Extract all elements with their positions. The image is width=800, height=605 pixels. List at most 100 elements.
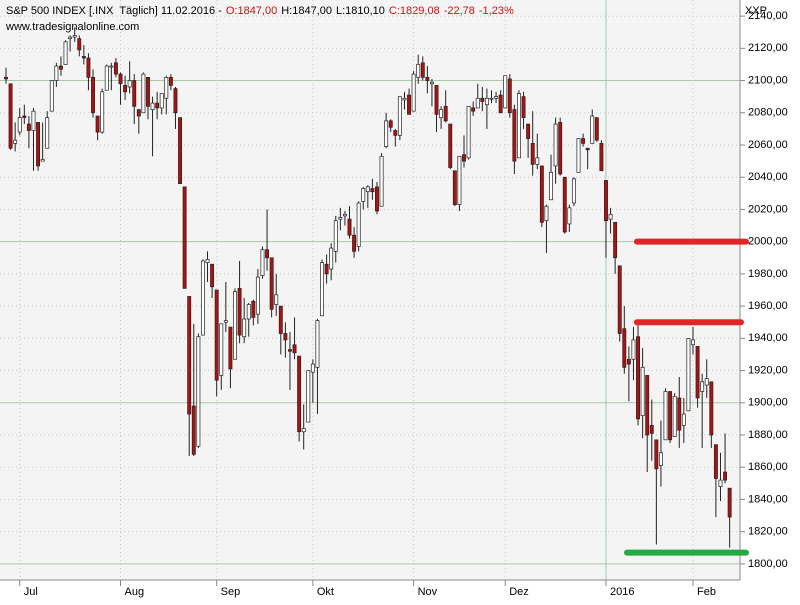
candle-body: [49, 80, 54, 112]
candle-body: [63, 41, 68, 65]
candle-body: [159, 93, 164, 109]
x-tick-label: Jul: [24, 586, 38, 598]
candle-body: [539, 165, 544, 223]
candle-body: [388, 120, 393, 128]
symbol: XXP: [745, 5, 767, 17]
candle-body: [503, 75, 508, 109]
candle-body: [558, 122, 563, 175]
candle-body: [640, 366, 645, 417]
candle-body: [233, 291, 237, 360]
candle-body: [695, 346, 700, 399]
candle-body: [242, 318, 247, 338]
candle-body: [347, 218, 352, 236]
candle-body: [507, 78, 512, 114]
candle-body: [36, 122, 41, 167]
x-tick-label: Aug: [125, 586, 145, 598]
candle-body: [361, 188, 366, 202]
y-tick-label: 1980,00: [748, 268, 788, 280]
chart-title: S&P 500 INDEX [.INX Täglich] 11.02.2016 …: [6, 5, 514, 17]
candle-body: [260, 249, 265, 276]
candle-body: [384, 120, 389, 147]
candle-body: [402, 97, 407, 101]
candle-body: [654, 439, 659, 470]
candle-body: [342, 213, 347, 217]
candle-body: [59, 65, 63, 70]
candle-body: [393, 130, 398, 136]
candle-body: [594, 117, 599, 141]
candle-body: [356, 202, 361, 247]
candle-body: [146, 76, 150, 107]
x-tick-label: Nov: [418, 586, 438, 598]
candle-body: [8, 83, 13, 149]
candle-body: [136, 109, 141, 117]
candle-body: [306, 370, 311, 423]
candle-body: [613, 221, 618, 259]
title-part: S&P 500 INDEX [.INX Täglich] 11.02.2016 …: [6, 5, 222, 17]
candle-body: [535, 157, 540, 165]
candle-body: [40, 159, 45, 162]
candle-body: [320, 262, 324, 317]
candle-body: [315, 320, 320, 368]
candle-body: [13, 139, 18, 144]
y-tick-label: 2140,00: [748, 10, 788, 22]
y-tick-label: 1880,00: [748, 429, 788, 441]
candle-body: [434, 85, 439, 115]
candle-body: [530, 143, 535, 165]
candle-body: [141, 73, 146, 114]
candle-body: [562, 176, 567, 233]
y-tick-label: 1940,00: [748, 332, 788, 344]
candle-body: [585, 147, 590, 151]
candle-body: [127, 80, 132, 88]
candle-body: [219, 323, 224, 376]
candle-body: [631, 339, 636, 360]
candle-body: [210, 263, 215, 288]
candle-body: [100, 91, 105, 133]
candle-body: [155, 102, 160, 109]
x-tick-label: Feb: [697, 586, 716, 598]
candle-body: [274, 294, 279, 305]
candle-body: [498, 94, 503, 114]
candle-body: [288, 349, 292, 352]
candle-body: [178, 117, 182, 185]
candle-body: [297, 355, 302, 433]
candle-body: [608, 213, 613, 220]
candle-body: [448, 123, 453, 168]
candle-body: [4, 76, 8, 80]
candle-body: [379, 155, 384, 207]
y-tick-label: 2080,00: [748, 107, 788, 119]
candle-body: [489, 97, 494, 100]
candle-body: [626, 358, 631, 365]
candle-body: [494, 96, 499, 99]
candle-body: [265, 249, 270, 259]
candle-body: [104, 65, 109, 91]
candle-body: [223, 320, 228, 323]
candle-body: [457, 155, 462, 205]
y-tick-label: 1800,00: [748, 558, 788, 570]
candle-body: [727, 487, 732, 518]
candle-body: [604, 180, 608, 222]
candle-body: [95, 115, 100, 133]
candle-body: [517, 93, 521, 159]
candle-body: [109, 65, 114, 68]
y-tick-label: 2020,00: [748, 203, 788, 215]
candle-body: [658, 452, 663, 466]
title-part: L:1810,10: [336, 5, 385, 17]
candle-body: [452, 170, 457, 205]
candle-body: [182, 186, 187, 289]
candle-body: [681, 413, 686, 426]
candle-body: [26, 123, 31, 131]
title-part: H:1847,00: [281, 5, 332, 17]
candle-body: [718, 479, 723, 487]
candle-body: [475, 97, 480, 109]
candle-body: [255, 276, 260, 315]
candle-body: [663, 391, 668, 441]
candle-body: [420, 62, 425, 78]
candle-body: [118, 73, 123, 85]
candle-body: [214, 289, 219, 381]
candle-body: [173, 88, 178, 114]
candle-body: [269, 257, 274, 310]
candle-body: [704, 378, 709, 386]
candle-body: [68, 36, 73, 40]
y-tick-label: 2060,00: [748, 139, 788, 151]
